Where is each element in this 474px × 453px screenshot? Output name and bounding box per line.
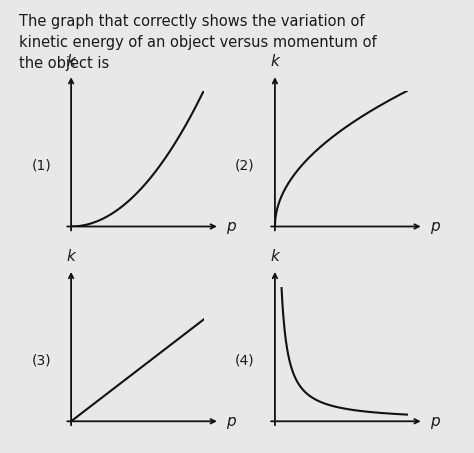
Text: k: k [67,54,75,69]
Text: p: p [430,219,440,234]
Text: The graph that correctly shows the variation of
kinetic energy of an object vers: The graph that correctly shows the varia… [19,14,376,71]
Text: (2): (2) [235,159,255,172]
Text: p: p [227,219,236,234]
Text: p: p [430,414,440,429]
Text: k: k [271,249,279,264]
Text: p: p [227,414,236,429]
Text: (3): (3) [31,353,51,367]
Text: (4): (4) [235,353,255,367]
Text: k: k [271,54,279,69]
Text: (1): (1) [31,159,51,172]
Text: k: k [67,249,75,264]
